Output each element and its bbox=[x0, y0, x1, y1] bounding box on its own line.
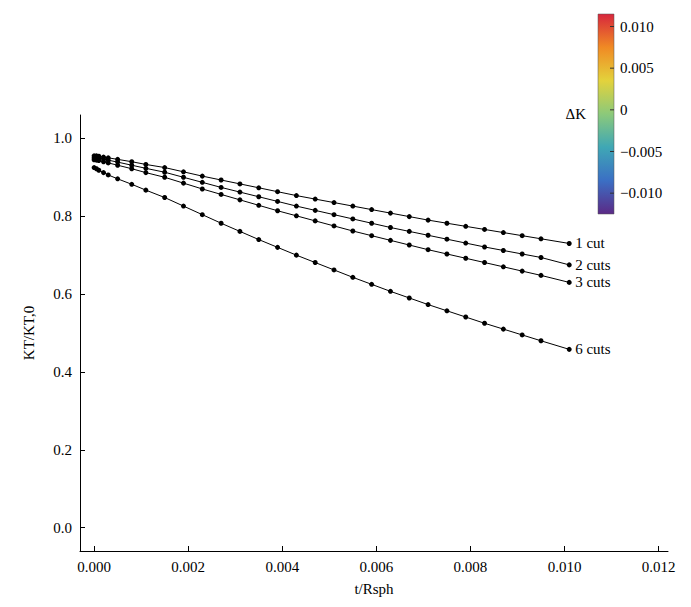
svg-text:−0.005: −0.005 bbox=[620, 144, 662, 160]
svg-text:ΔK: ΔK bbox=[566, 106, 587, 122]
svg-text:0.012: 0.012 bbox=[642, 559, 676, 575]
svg-text:0.006: 0.006 bbox=[359, 559, 393, 575]
svg-text:2 cuts: 2 cuts bbox=[575, 257, 611, 273]
svg-text:0.000: 0.000 bbox=[77, 559, 111, 575]
svg-text:0: 0 bbox=[620, 102, 628, 118]
svg-text:6 cuts: 6 cuts bbox=[575, 341, 611, 357]
svg-text:0.002: 0.002 bbox=[171, 559, 205, 575]
svg-text:1 cut: 1 cut bbox=[575, 235, 605, 251]
svg-text:0.8: 0.8 bbox=[53, 208, 72, 224]
svg-text:0.6: 0.6 bbox=[53, 286, 72, 302]
svg-text:0.010: 0.010 bbox=[620, 19, 654, 35]
svg-text:0.4: 0.4 bbox=[53, 364, 72, 380]
svg-text:0.004: 0.004 bbox=[265, 559, 299, 575]
svg-text:0.010: 0.010 bbox=[548, 559, 582, 575]
svg-text:t/Rsph: t/Rsph bbox=[354, 581, 394, 597]
svg-text:−0.010: −0.010 bbox=[620, 185, 662, 201]
svg-text:1.0: 1.0 bbox=[53, 130, 72, 146]
svg-text:0.008: 0.008 bbox=[454, 559, 488, 575]
svg-text:3 cuts: 3 cuts bbox=[575, 274, 611, 290]
svg-text:KT/KT,0: KT/KT,0 bbox=[21, 306, 37, 360]
svg-text:0.2: 0.2 bbox=[53, 442, 72, 458]
svg-text:0.005: 0.005 bbox=[620, 60, 654, 76]
svg-text:0.0: 0.0 bbox=[53, 520, 72, 536]
